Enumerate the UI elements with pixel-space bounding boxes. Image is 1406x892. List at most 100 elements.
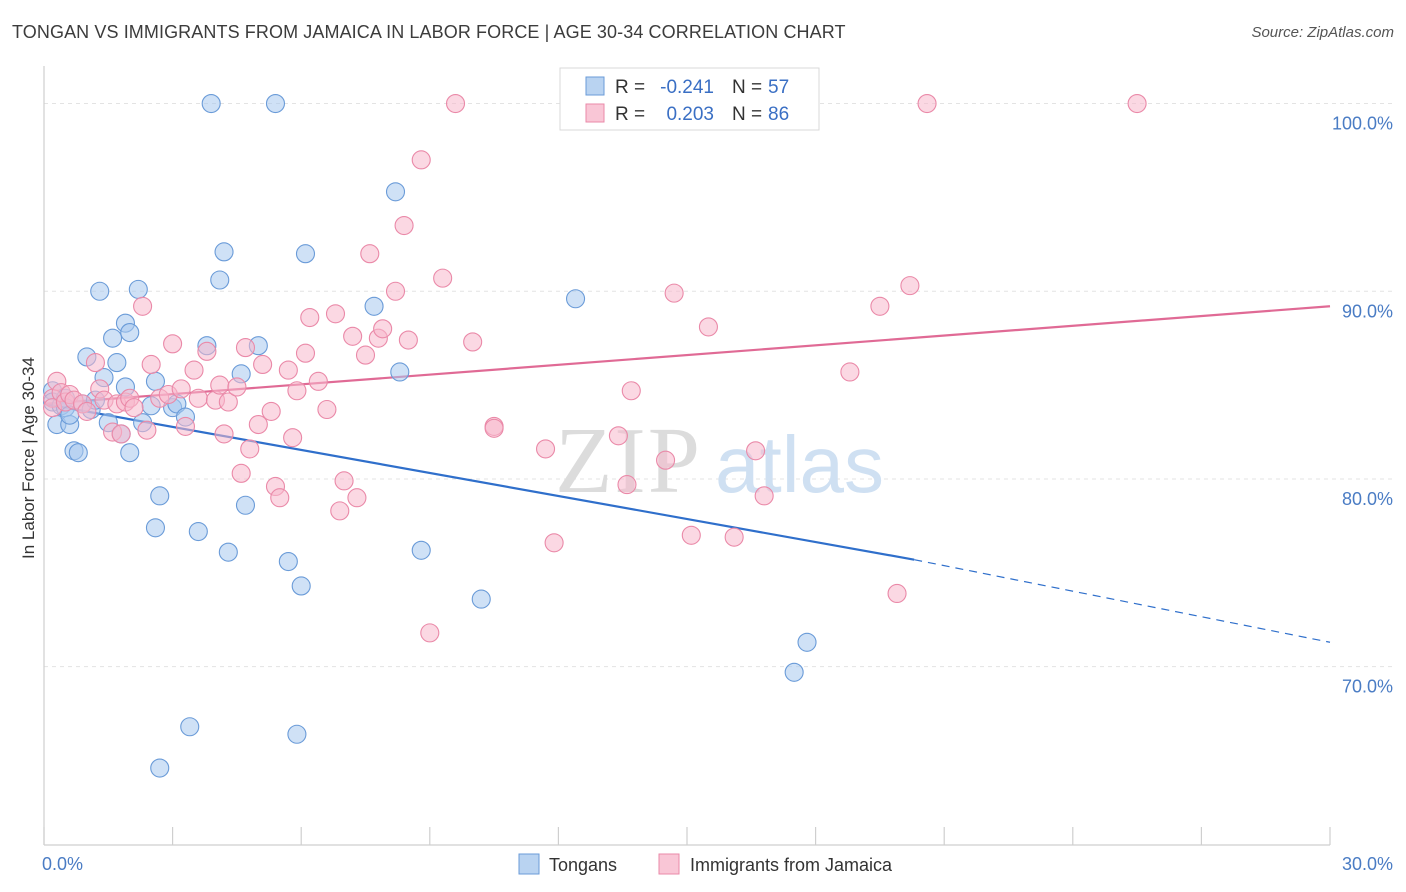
jamaica-point [287,381,307,401]
tongans-point [218,542,238,562]
jamaica-point [197,341,217,361]
jamaica-point [175,416,196,436]
jamaica-point [163,334,183,354]
tongans-point [295,244,316,264]
jamaica-point [535,439,556,459]
tongans-point [265,93,286,114]
jamaica-point [433,268,453,288]
jamaica-point [295,343,316,363]
legend-swatch [585,103,605,123]
tongans-point [784,662,804,682]
tongans-point [411,540,431,560]
jamaica-point [754,486,774,506]
jamaica-point [621,381,641,401]
correlation-legend: R = -0.241 N = 57 R = 0.203 N = 86 [559,67,820,131]
tongans-point [797,632,817,652]
jamaica-point [111,424,131,444]
series-legend-swatch [518,853,540,875]
jamaica-point [261,401,281,421]
x-tick-label: 30.0% [1342,854,1393,874]
jamaica-point [240,439,260,459]
tongans-point [90,281,110,301]
data-points [43,93,1147,778]
tongans-point [565,289,586,309]
jamaica-point [235,338,256,358]
jamaica-point [300,307,320,328]
y-tick-label: 90.0% [1342,301,1393,321]
tongans-point [385,182,406,202]
jamaica-point [900,276,920,296]
jamaica-point [360,244,380,264]
tongans-point [128,279,148,299]
jamaica-point [317,399,337,420]
tongans-point [291,576,311,596]
jamaica-trend-line [43,305,1331,405]
legend-n-label: N = [732,77,762,98]
jamaica-point [398,330,418,350]
tongans-point [150,486,170,506]
jamaica-point [840,362,860,382]
legend-swatch [585,76,605,96]
jamaica-point [325,304,346,324]
tongans-point [120,443,140,463]
tongans-point [103,328,123,348]
jamaica-point [214,424,234,444]
jamaica-point [270,488,290,508]
tongans-trend-extension [914,559,1331,643]
y-axis-label: In Labor Force | Age 30-34 [19,357,38,559]
jamaica-point [355,345,376,365]
tongans-point [210,270,230,290]
jamaica-point [917,93,937,114]
jamaica-point [184,360,204,380]
y-tick-label: 80.0% [1342,489,1393,509]
jamaica-point [133,296,153,316]
series-legend-label: Tongans [549,855,617,875]
jamaica-point [463,332,483,352]
jamaica-point [411,150,431,170]
jamaica-point [278,360,298,380]
tongans-point [471,589,491,609]
jamaica-point [420,623,440,643]
legend-n-value: 86 [768,104,789,125]
jamaica-point [887,583,907,604]
chart-source: Source: ZipAtlas.com [1251,24,1394,41]
jamaica-point [681,525,701,545]
jamaica-point [484,418,504,438]
jamaica-point [77,401,97,421]
jamaica-point [218,392,238,412]
y-tick-label: 100.0% [1332,114,1393,134]
jamaica-point [394,216,414,236]
tongans-point [145,518,166,538]
chart-title: TONGAN VS IMMIGRANTS FROM JAMAICA IN LAB… [12,22,846,42]
jamaica-point [137,420,157,440]
jamaica-point [445,93,466,114]
series-legend: Tongans Immigrants from Jamaica [518,853,893,875]
jamaica-point [698,317,718,337]
jamaica-point [347,488,367,508]
jamaica-point [334,471,354,491]
tongans-point [278,552,298,572]
jamaica-point [373,319,393,339]
jamaica-point [248,414,268,435]
jamaica-point [343,326,363,346]
tongans-point [201,93,221,114]
jamaica-point [664,283,684,303]
jamaica-point [253,354,273,375]
jamaica-point [141,354,161,375]
tongans-point [235,495,256,515]
series-legend-label: Immigrants from Jamaica [690,855,893,875]
tongans-point [364,296,384,316]
legend-r-label: R = [615,104,645,125]
legend-n-label: N = [732,104,762,125]
x-tick-label: 0.0% [42,854,83,874]
tongans-point [214,242,234,262]
jamaica-point [124,398,144,418]
jamaica-point [188,388,208,408]
gridlines [44,103,1395,668]
jamaica-point [171,379,191,399]
tongans-point [150,758,170,778]
jamaica-point [617,475,637,495]
watermark-zip: ZIP [555,409,702,513]
tick-labels: 100.0% 90.0% 80.0% 70.0% 0.0% 30.0% [42,114,1393,874]
